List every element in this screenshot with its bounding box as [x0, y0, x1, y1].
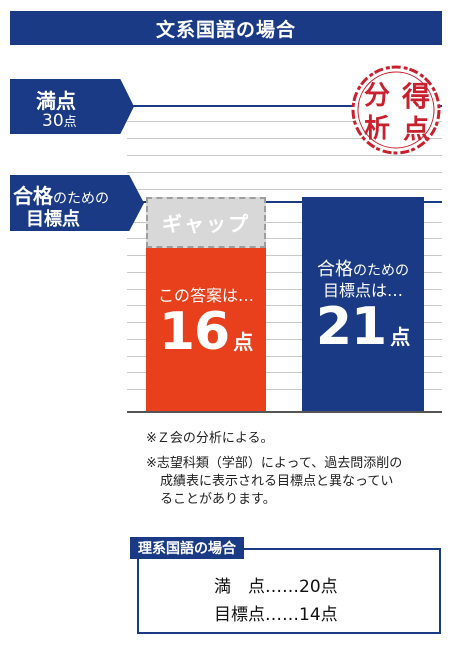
full-score-line [127, 105, 442, 107]
gridline [127, 389, 442, 390]
stamp-char-1: 分 [364, 81, 390, 111]
science-target-value: 14 [299, 605, 321, 625]
pass-main: 合格 [13, 184, 53, 208]
bar-answer-value: 16 [158, 301, 230, 362]
science-full-unit: 点 [320, 577, 338, 597]
full-score-value-line: 30点 [42, 111, 77, 131]
science-target-row: 目標点……14点 [214, 600, 338, 625]
gap-label: ギャップ [162, 211, 250, 236]
gridline [127, 121, 442, 122]
bar-target-label-2: 目標点は… [322, 280, 403, 300]
bar-answer-label: この答案は… [157, 285, 254, 305]
gridline [127, 138, 442, 139]
bar-target-value-group: 21 点 [302, 297, 424, 357]
science-box [137, 548, 441, 634]
full-score-label: 満点 30点 [10, 79, 134, 134]
gridline [127, 255, 442, 256]
stamp-char-2: 得 [401, 80, 430, 113]
gridline [127, 339, 442, 340]
stamp-char-4: 点 [403, 114, 429, 145]
bar-target-main: 合格 [317, 258, 353, 280]
bar-target-sub: のための [353, 262, 409, 279]
bar-answer-value-group: 16 点 [146, 302, 266, 362]
science-full-label: 満 点…… [214, 577, 299, 597]
stamp-char-3: 析 [364, 114, 390, 144]
full-score-value: 30 [42, 111, 64, 131]
bar-target-label-1: 合格のための [302, 255, 424, 281]
note-3: 成績表に表示される目標点と異なってい [160, 474, 394, 489]
gridline [127, 155, 442, 156]
pass-label-line1: 合格のための [13, 180, 109, 209]
gridline [127, 356, 442, 357]
note-1: ※Ｚ会の分析による。 [146, 431, 274, 446]
header-banner: 文系国語の場合 [10, 11, 442, 45]
bar-target: 合格のための 目標点は… 21 点 [302, 196, 424, 411]
bar-target-value: 21 [315, 296, 387, 357]
pass-score-label: 合格のための 目標点 [10, 175, 144, 231]
chart-baseline [127, 411, 442, 413]
gridline [127, 322, 442, 323]
bar-target-unit: 点 [390, 324, 411, 349]
note-4: ることがあります。 [160, 492, 276, 507]
gridline [127, 238, 442, 239]
analysis-stamp: 分 得 析 点 [351, 65, 441, 155]
gridline [127, 222, 442, 223]
pass-sub: のための [53, 191, 109, 207]
gridline [127, 305, 442, 306]
target-score-line [127, 201, 442, 203]
gridline [127, 289, 442, 290]
science-full-value: 20 [299, 577, 321, 597]
science-tag: 理系国語の場合 [130, 537, 244, 559]
gridline [127, 372, 442, 373]
header-title: 文系国語の場合 [155, 18, 296, 41]
science-full-row: 満 点……20点 [214, 572, 338, 597]
full-score-unit: 点 [63, 115, 77, 130]
full-score-text: 満点 [36, 89, 76, 113]
gridline [127, 189, 442, 190]
gap-segment: ギャップ [146, 196, 266, 248]
note-2: ※志望科類（学部）によって、過去問添削の [146, 456, 403, 471]
bar-answer: この答案は… 16 点 [146, 247, 266, 411]
gridline [127, 172, 442, 173]
science-target-unit: 点 [320, 605, 338, 625]
science-target-label: 目標点…… [214, 605, 299, 625]
pass-label-line2: 目標点 [26, 209, 80, 230]
gridline [127, 272, 442, 273]
bar-answer-unit: 点 [233, 329, 254, 354]
